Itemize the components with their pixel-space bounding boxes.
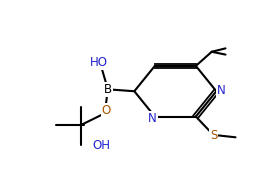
Text: HO: HO	[90, 56, 108, 69]
Text: S: S	[210, 129, 218, 142]
Text: OH: OH	[92, 139, 110, 152]
Text: B: B	[104, 83, 112, 96]
Text: O: O	[101, 104, 111, 117]
Text: N: N	[148, 112, 157, 125]
Text: N: N	[217, 84, 226, 97]
